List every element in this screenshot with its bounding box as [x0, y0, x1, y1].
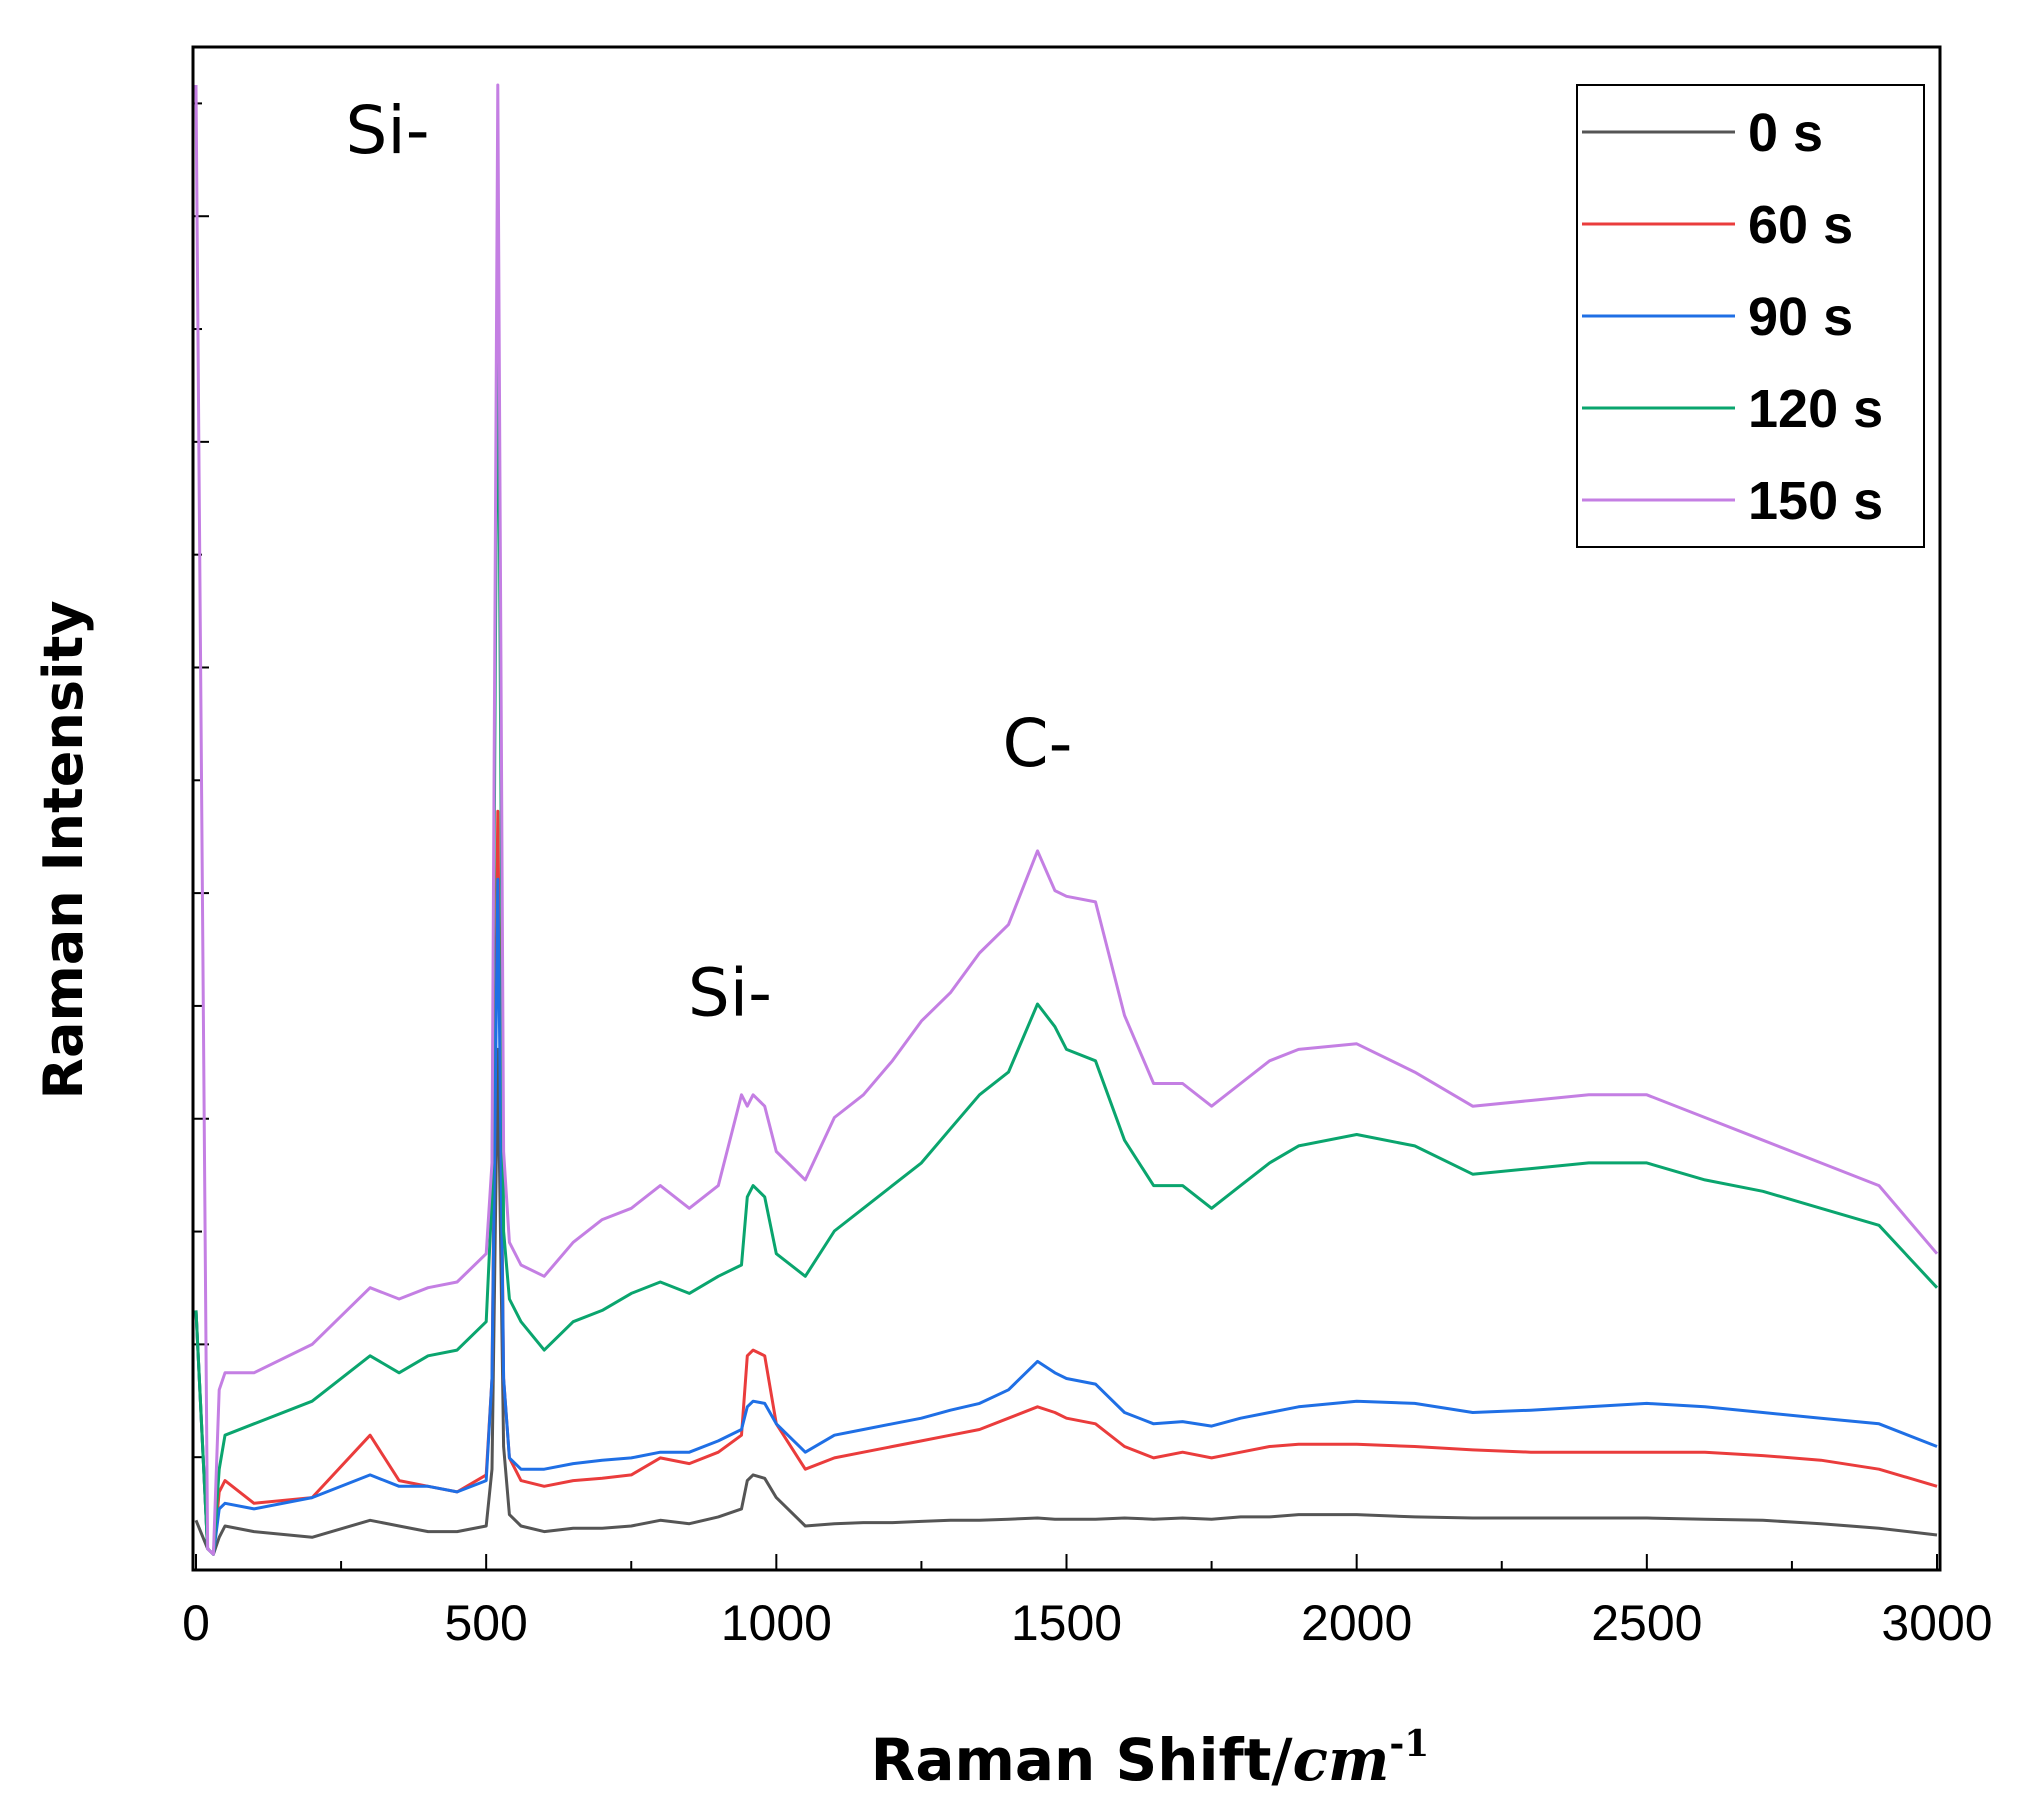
series-line-150s: [194, 83, 1939, 1556]
legend: 0 s 60 s 90 s 120 s 150 s: [1576, 84, 1925, 548]
x-axis-label-exponent: -1: [1389, 1723, 1429, 1765]
legend-label: 60 s: [1748, 195, 1853, 255]
x-axis-label: Raman Shift/cm-1: [871, 1723, 1430, 1794]
series-line-90s: [194, 877, 1938, 1556]
annotations: Si- Si- C-: [345, 92, 1072, 1031]
series-line-120s: [194, 265, 1939, 1556]
x-tick-label: 500: [444, 1595, 527, 1651]
legend-label: 120 s: [1748, 379, 1883, 439]
legend-label: 150 s: [1748, 471, 1883, 531]
series-line-0s: [194, 1047, 1938, 1556]
x-tick-labels: 0 500 1000 1500 2000 2500 3000: [182, 1595, 1993, 1651]
plot-frame: [191, 45, 1942, 1572]
x-tick-label: 3000: [1881, 1595, 1992, 1651]
x-axis-label-text: Raman Shift/: [871, 1726, 1294, 1794]
legend-label: 90 s: [1748, 287, 1853, 347]
peak-annotation: Si-: [688, 954, 772, 1031]
x-tick-label: 2500: [1591, 1595, 1702, 1651]
peak-annotation: C-: [1003, 705, 1073, 782]
series-lines: [194, 83, 1939, 1556]
x-tick-label: 2000: [1301, 1595, 1412, 1651]
x-tick-label: 1500: [1011, 1595, 1122, 1651]
peak-annotation: Si-: [345, 92, 429, 169]
series-line-60s: [194, 809, 1938, 1556]
x-tick-label: 1000: [721, 1595, 832, 1651]
x-axis-label-unit: cm: [1293, 1726, 1390, 1794]
x-tick-label: 0: [182, 1595, 210, 1651]
legend-label: 0 s: [1748, 103, 1823, 163]
y-axis-label: Raman Intensity: [32, 600, 95, 1099]
